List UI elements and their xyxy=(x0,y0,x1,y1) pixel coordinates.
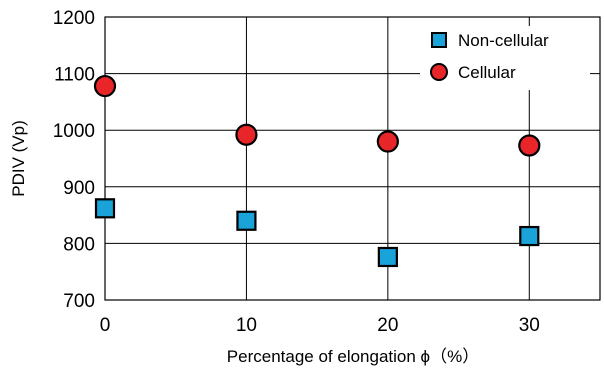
y-tick-label: 1000 xyxy=(53,121,95,142)
plot-area-frame xyxy=(104,16,601,301)
x-tick-label: 20 xyxy=(377,315,398,336)
y-tick-label: 800 xyxy=(63,234,95,255)
y-tick-label: 1200 xyxy=(53,8,95,29)
data-series xyxy=(93,74,541,268)
x-axis-title: Percentage of elongation ϕ（%） xyxy=(227,347,479,366)
y-tick-label: 1100 xyxy=(54,65,95,86)
x-tick-label: 10 xyxy=(236,315,257,336)
legend-marker-cellular xyxy=(430,63,448,81)
data-point-circle xyxy=(93,74,117,98)
y-axis-title: PDIV (Vp) xyxy=(9,120,28,197)
legend: Non-cellular Cellular xyxy=(420,26,590,90)
series-cellular xyxy=(93,74,541,157)
data-point-square xyxy=(519,225,540,247)
data-point-circle xyxy=(376,130,399,153)
x-tick-label: 30 xyxy=(519,315,540,336)
x-tick-labels: 0 10 20 30 xyxy=(100,315,540,336)
data-point-circle xyxy=(235,123,258,146)
data-point-square xyxy=(377,246,398,268)
legend-background xyxy=(420,26,590,90)
legend-label-non-cellular: Non-cellular xyxy=(458,31,549,50)
data-point-square xyxy=(94,198,116,219)
legend-marker-non-cellular xyxy=(431,32,447,48)
legend-label-cellular: Cellular xyxy=(458,63,516,82)
data-point-circle xyxy=(518,134,541,157)
x-tick-label: 0 xyxy=(100,315,111,336)
series-non-cellular xyxy=(94,198,540,268)
y-tick-labels: 700 800 900 1000 1100 1200 xyxy=(53,8,95,312)
data-point-square xyxy=(236,210,257,231)
y-tick-label: 900 xyxy=(63,178,95,199)
y-tick-label: 700 xyxy=(63,291,95,312)
